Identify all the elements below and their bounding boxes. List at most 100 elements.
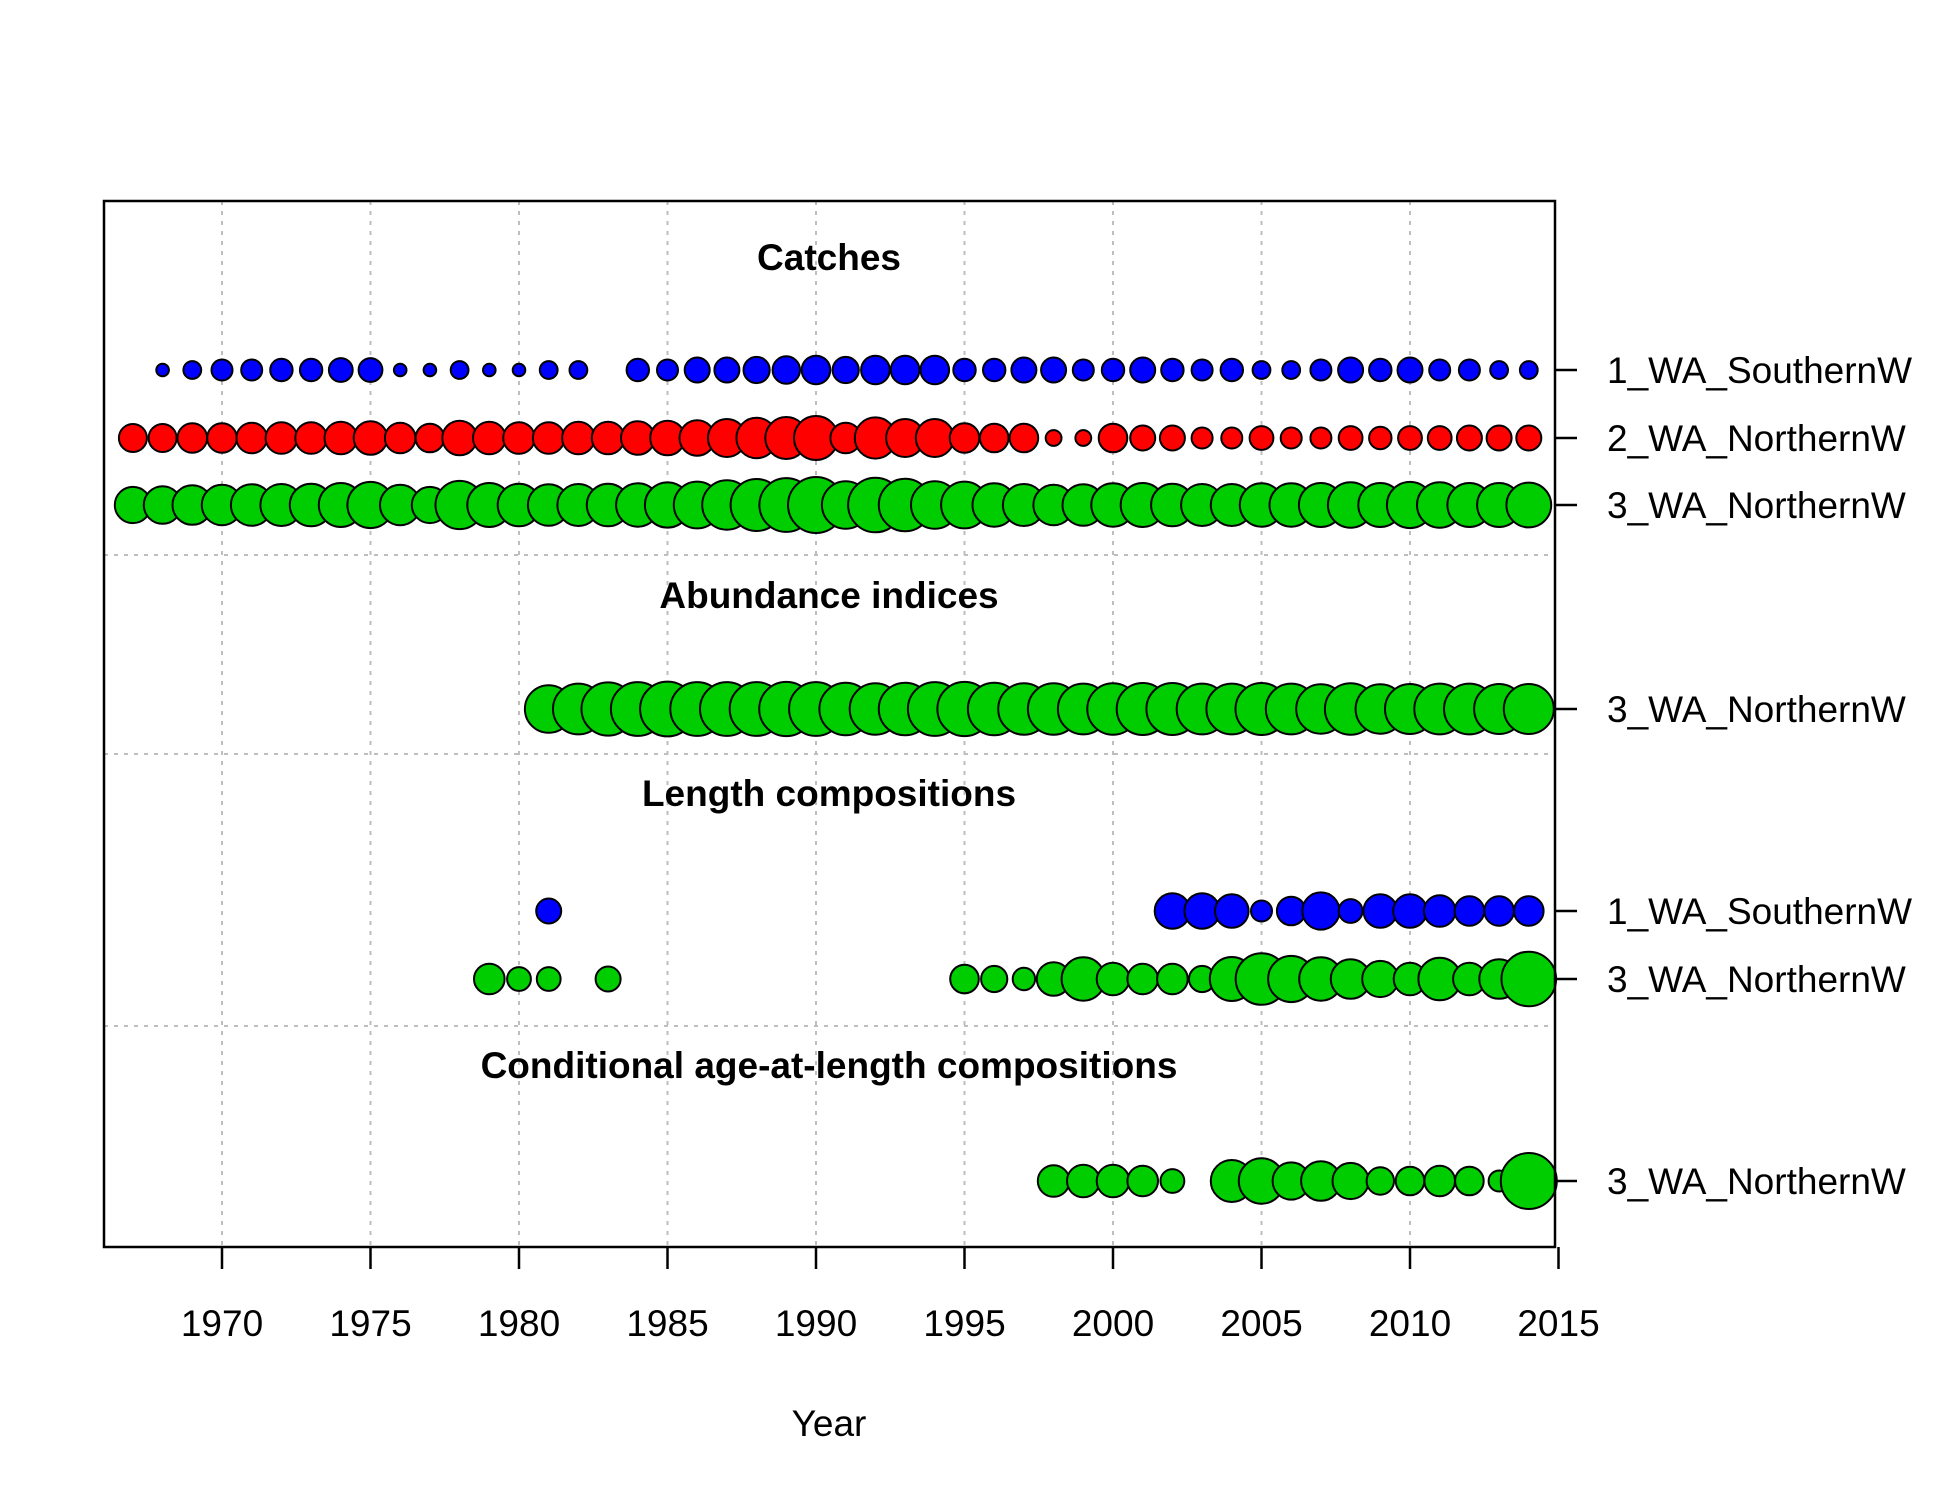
data-bubble — [656, 358, 679, 382]
fleet-label: 1_WA_SouthernW — [1607, 891, 1912, 932]
data-bubble — [1499, 1152, 1558, 1210]
data-bubble — [1190, 426, 1214, 450]
data-bubble — [1275, 895, 1307, 927]
data-bubble — [568, 360, 589, 380]
data-bubble — [771, 355, 801, 385]
data-bubble — [1126, 1164, 1159, 1198]
data-bubble — [980, 964, 1009, 994]
data-bubble — [1337, 898, 1364, 924]
data-bubble — [531, 421, 566, 455]
fleet-label: 3_WA_NorthernW — [1607, 689, 1906, 730]
data-bubble — [561, 420, 596, 456]
fleet-label: 3_WA_NorthernW — [1607, 959, 1906, 1000]
data-bubble — [889, 354, 921, 386]
data-bubble — [155, 362, 170, 378]
x-tick-label: 2010 — [1369, 1303, 1451, 1344]
data-bubble — [1156, 962, 1189, 996]
data-bubble — [538, 360, 559, 380]
data-bubble — [147, 423, 178, 453]
fleet-label: 3_WA_NorthernW — [1607, 1161, 1906, 1202]
fleet-label: 1_WA_SouthernW — [1607, 350, 1912, 391]
data-bubble — [482, 362, 497, 378]
data-bubble — [1129, 424, 1157, 452]
data-bubble — [176, 422, 209, 454]
data-bubble — [1368, 425, 1393, 451]
group-title: Abundance indices — [659, 575, 998, 616]
data-bubble — [1008, 422, 1040, 454]
data-bubble — [1281, 360, 1302, 380]
x-axis-title: Year — [792, 1403, 867, 1444]
x-tick-label: 2000 — [1072, 1303, 1154, 1344]
data-bubble — [182, 360, 203, 380]
data-bubble — [1158, 424, 1186, 452]
x-tick-label: 2005 — [1220, 1303, 1302, 1344]
data-bubble — [1279, 426, 1303, 450]
data-bubble — [1515, 424, 1543, 452]
data-bubble — [800, 354, 832, 386]
data-bubble — [948, 422, 981, 454]
data-bubble — [535, 897, 563, 925]
data-bubble — [511, 362, 527, 378]
data-bubble — [1394, 1165, 1426, 1197]
data-bubble — [1396, 356, 1424, 384]
data-bubble — [422, 362, 438, 378]
x-tick-label: 1995 — [923, 1303, 1005, 1344]
data-bubble — [978, 422, 1010, 454]
group-title: Catches — [757, 237, 901, 278]
data-bubble — [1066, 1163, 1101, 1199]
data-bubble — [1309, 426, 1333, 450]
data-bubble — [441, 419, 478, 457]
data-bubble — [1454, 1165, 1485, 1197]
data-bubble — [298, 357, 324, 383]
data-bubble — [357, 357, 384, 383]
data-bubble — [1095, 961, 1131, 997]
data-bubble — [1483, 895, 1515, 927]
data-bubble — [269, 357, 294, 383]
data-bubble — [1422, 894, 1457, 928]
data-bubble — [323, 420, 359, 456]
data-bubble — [1126, 962, 1159, 996]
data-bubble — [1423, 1164, 1456, 1198]
data-bubble — [1040, 356, 1068, 384]
data-bubble — [352, 420, 389, 456]
data-bubble — [1362, 893, 1399, 929]
data-bubble — [472, 420, 507, 456]
data-bubble — [535, 966, 562, 992]
data-bubble — [1190, 358, 1214, 382]
data-bubble — [1219, 357, 1245, 383]
data-bubble — [982, 357, 1007, 383]
data-bubble — [1368, 357, 1393, 383]
data-bubble — [235, 421, 268, 455]
data-bubble — [1095, 1163, 1131, 1199]
x-tick-label: 1985 — [626, 1303, 708, 1344]
data-bubble — [1100, 357, 1126, 383]
data-bubble — [1220, 426, 1244, 450]
data-bubble — [210, 358, 234, 382]
data-bubble — [1392, 893, 1428, 929]
data-bubble — [327, 357, 354, 383]
fleet-label: 3_WA_NorthernW — [1607, 485, 1906, 526]
data-bubble — [1502, 683, 1555, 735]
data-bubble — [683, 356, 711, 384]
data-bubble — [449, 360, 470, 380]
data-bubble — [1071, 358, 1095, 382]
data-bubble — [1365, 1166, 1396, 1196]
data-bubble — [117, 423, 148, 453]
x-tick-label: 2015 — [1517, 1303, 1599, 1344]
data-bubble — [392, 362, 408, 378]
group-separators — [104, 554, 1555, 1027]
data-bubble — [1455, 424, 1483, 452]
data-bubble — [1500, 950, 1558, 1008]
data-bubble — [919, 354, 951, 386]
group-title: Conditional age-at-length compositions — [481, 1045, 1178, 1086]
data-bubble — [1485, 424, 1513, 452]
data-bubble — [1010, 356, 1038, 384]
data-bubble — [1426, 425, 1453, 451]
data-bubble — [1214, 893, 1250, 929]
x-axis: 1970 1975 1980 1985 1990 1995 2000 2005 2010 2015 — [181, 1247, 1600, 1344]
data-bubble — [1160, 357, 1185, 383]
data-bubble — [590, 420, 626, 456]
data-bubble — [1337, 356, 1365, 384]
x-tick-label: 1980 — [478, 1303, 560, 1344]
